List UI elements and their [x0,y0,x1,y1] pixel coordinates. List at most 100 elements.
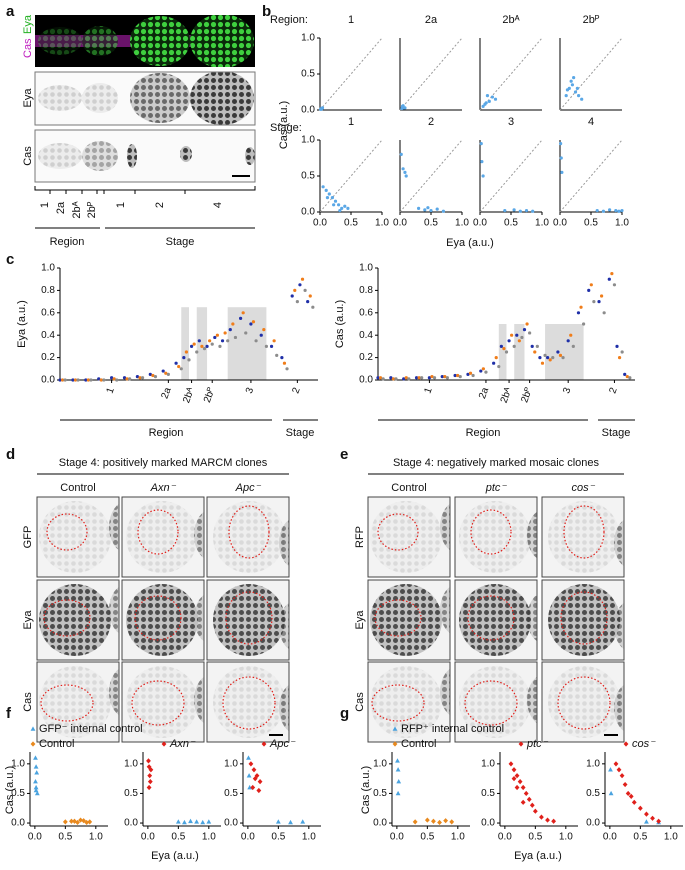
clone-outline [40,684,94,722]
point [511,767,517,773]
point [195,350,199,354]
image-cas [35,130,255,182]
neighbor [614,602,624,650]
x-tick-label: 0.0 [28,832,42,843]
egg-chamber [126,584,198,656]
point [200,819,206,825]
point [407,377,411,381]
point [610,272,614,276]
y-tick-label: 0.4 [41,330,55,341]
point [239,316,243,320]
x-tick-label: 0.5 [528,832,542,843]
point [151,373,155,378]
point [97,377,101,381]
point [443,818,449,824]
point [395,758,400,763]
row-label: Cas [22,692,34,712]
image-overlay [35,15,255,67]
point [128,377,132,381]
egg-chamber [213,584,285,656]
neighbor [527,511,537,559]
point [539,814,544,820]
point [177,364,181,369]
y-tick-label: 0.0 [301,207,315,218]
point [184,350,189,354]
point [188,818,193,824]
y-tick-label: 1.0 [224,758,238,769]
x-tick-label: 0.0 [141,832,155,843]
row-label: Stage: [270,122,302,134]
point [569,333,573,337]
point [164,371,168,375]
point [608,208,612,212]
point [202,347,207,351]
point [503,208,507,213]
point [414,376,419,380]
point [531,209,535,213]
point [468,371,473,375]
point [338,208,342,213]
legend-label: RFP⁺ internal control [401,723,504,735]
point [566,339,570,343]
x-tick-label: 1 [105,386,117,395]
region-label: 2a [55,201,67,214]
point [403,106,407,110]
y-tick-label: 0.2 [41,352,55,363]
y-tick-label: 0.0 [481,818,495,829]
point [532,808,538,814]
point [481,367,485,371]
chart-title: 2bᴬ [502,14,519,26]
point [122,376,127,380]
point [592,300,596,304]
point [558,353,563,357]
point [453,373,457,378]
group-label: Region [466,427,501,439]
legend-label: Control [39,738,74,750]
x-tick-label: 0.0 [313,218,327,229]
point [33,787,39,793]
point [308,294,312,298]
group-label: Stage [286,427,315,439]
y-tick-label: 0.4 [359,330,373,341]
panel-letter: a [6,3,15,20]
point [290,294,294,298]
point [58,378,62,382]
point [589,283,593,287]
image-cell [122,497,204,577]
point [256,787,262,794]
image-frame [34,71,256,126]
point [458,375,462,379]
egg-chamber [213,666,285,738]
image-cell [455,662,537,742]
y-tick-label: 0.2 [359,352,373,363]
row-label: Cas [354,692,366,712]
point [295,300,299,304]
point [573,90,578,94]
row-label: Eya [22,88,34,108]
point [244,331,248,335]
y-tick-label: 0.0 [301,105,315,116]
point [449,819,455,825]
cell-frame [454,496,538,578]
point [559,142,563,146]
point [205,344,209,348]
x-tick-label: 0.5 [504,218,518,229]
point [512,208,516,212]
x-tick-label: 0.0 [473,218,487,229]
point [378,376,383,380]
point [601,209,606,213]
row-label: Eya [22,610,34,630]
stage-label: 2 [154,202,166,208]
panel-letter: g [340,705,349,722]
point [33,779,38,784]
cell-frame [367,661,451,743]
egg-chamber [213,501,285,573]
legend-marker [30,726,36,731]
x-tick-label: 0.0 [498,832,512,843]
egg-chamber [39,501,111,573]
point [493,97,498,101]
y-tick-label: 0.5 [481,788,495,799]
point [73,378,78,382]
point [535,344,539,348]
